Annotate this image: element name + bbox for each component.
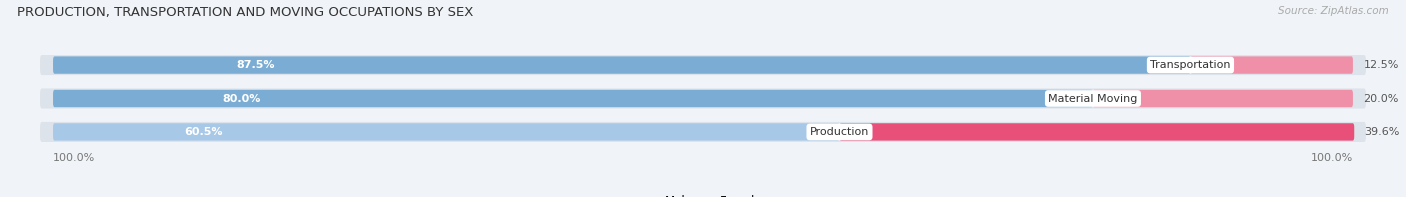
Text: 100.0%: 100.0% <box>53 153 96 163</box>
FancyBboxPatch shape <box>839 123 1354 141</box>
FancyBboxPatch shape <box>1092 90 1353 107</box>
FancyBboxPatch shape <box>39 55 1367 75</box>
Text: Source: ZipAtlas.com: Source: ZipAtlas.com <box>1278 6 1389 16</box>
Text: Transportation: Transportation <box>1150 60 1230 70</box>
FancyBboxPatch shape <box>53 56 1191 74</box>
Text: 80.0%: 80.0% <box>222 94 260 103</box>
FancyBboxPatch shape <box>39 88 1367 109</box>
Text: Production: Production <box>810 127 869 137</box>
Text: 100.0%: 100.0% <box>1310 153 1353 163</box>
FancyBboxPatch shape <box>53 123 839 141</box>
Legend: Male, Female: Male, Female <box>644 195 762 197</box>
Text: 39.6%: 39.6% <box>1365 127 1400 137</box>
Text: Material Moving: Material Moving <box>1049 94 1137 103</box>
FancyBboxPatch shape <box>1191 56 1353 74</box>
Text: 60.5%: 60.5% <box>184 127 222 137</box>
Text: 87.5%: 87.5% <box>236 60 276 70</box>
FancyBboxPatch shape <box>39 122 1367 142</box>
FancyBboxPatch shape <box>53 90 1092 107</box>
Text: PRODUCTION, TRANSPORTATION AND MOVING OCCUPATIONS BY SEX: PRODUCTION, TRANSPORTATION AND MOVING OC… <box>17 6 474 19</box>
Text: 20.0%: 20.0% <box>1364 94 1399 103</box>
Text: 12.5%: 12.5% <box>1364 60 1399 70</box>
